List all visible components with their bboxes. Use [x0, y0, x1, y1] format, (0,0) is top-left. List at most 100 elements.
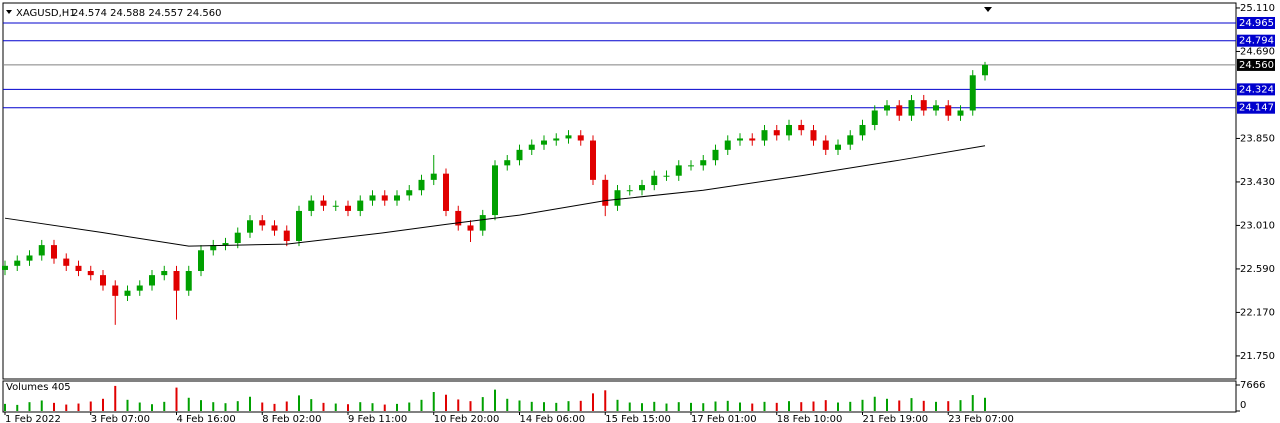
candle-body	[553, 138, 560, 141]
volume-bar	[102, 398, 104, 411]
volume-bar	[163, 401, 166, 411]
candle-body	[75, 265, 82, 271]
candle-body	[259, 220, 266, 226]
x-tick-label: 1 Feb 2022	[5, 414, 61, 423]
volume-bar	[690, 402, 692, 411]
symbol: XAGUSD,H1	[16, 8, 76, 19]
volume-bar	[739, 402, 741, 411]
volume-bar	[641, 403, 643, 411]
volume-bar	[212, 402, 215, 411]
candle-body	[626, 190, 633, 192]
candle-body	[161, 270, 168, 276]
candle-body	[504, 160, 511, 166]
volume-bar	[187, 397, 190, 411]
candle-body	[871, 110, 878, 125]
candle-body	[308, 200, 315, 211]
candle-body	[271, 225, 278, 231]
volume-bar	[579, 400, 582, 411]
quote: 24.574 24.588 24.557 24.560	[72, 8, 222, 19]
x-tick-label: 18 Feb 10:00	[777, 414, 843, 423]
volume-bar	[261, 402, 264, 411]
candle-body	[700, 160, 707, 166]
volume-bar	[861, 399, 864, 411]
volume-bar	[151, 404, 153, 411]
candle-body	[688, 165, 694, 167]
volume-bar	[65, 404, 68, 411]
volume-bar	[359, 402, 362, 411]
volume-bar	[28, 402, 31, 411]
candle-body	[651, 175, 658, 186]
candle-body	[14, 260, 21, 266]
volume-tick-label: 7666	[1240, 380, 1265, 391]
volume-bar	[420, 399, 423, 411]
level-label: 24.965	[1239, 18, 1274, 29]
candle-body	[737, 138, 743, 141]
candle-body	[185, 270, 192, 291]
candle-body	[100, 275, 106, 286]
y-tick-label: 25.110	[1240, 3, 1275, 14]
candle-body	[124, 290, 131, 296]
candle-body	[847, 135, 854, 145]
x-tick-label: 21 Feb 19:00	[863, 414, 929, 423]
volume-bar	[726, 400, 729, 411]
x-tick-label: 14 Feb 06:00	[520, 414, 586, 423]
volume-bar	[592, 393, 594, 411]
candle-body	[590, 140, 596, 180]
volume-bar	[763, 401, 766, 411]
candle-body	[2, 265, 8, 270]
volume-bar	[469, 401, 472, 411]
volume-bar	[89, 401, 92, 411]
x-tick-label: 23 Feb 07:00	[948, 414, 1014, 423]
volume-bar	[200, 400, 202, 411]
x-tick-label: 8 Feb 02:00	[262, 414, 321, 423]
volume-bar	[898, 400, 901, 411]
candle-body	[945, 105, 952, 116]
candle-body	[149, 275, 155, 286]
volume-bar	[751, 403, 754, 411]
collapse-icon[interactable]	[6, 10, 12, 14]
volume-bar	[16, 404, 19, 411]
volume-bar	[273, 403, 276, 411]
y-tick-label: 21.750	[1240, 351, 1275, 362]
volume-bar	[677, 402, 680, 411]
candle-body	[675, 165, 682, 176]
candle-body	[418, 179, 425, 191]
candle-body	[210, 245, 217, 251]
candle-body	[198, 250, 204, 271]
candle-body	[479, 215, 486, 231]
y-tick-label: 23.430	[1240, 177, 1275, 188]
candle-body	[773, 130, 780, 136]
volume-bar	[457, 399, 460, 411]
volume-bar	[310, 399, 313, 411]
candle-body	[969, 75, 976, 111]
candle-body	[786, 124, 792, 136]
volume-bar	[800, 402, 803, 411]
volume-bar	[481, 397, 484, 411]
x-tick-label: 17 Feb 01:00	[691, 414, 757, 423]
candle-body	[749, 138, 756, 141]
candle-body	[663, 175, 670, 177]
volume-title: Volumes 405	[6, 382, 71, 393]
candle-body	[614, 190, 621, 206]
volume-bar	[873, 396, 876, 411]
volume-bar	[984, 397, 986, 411]
volume-bar	[445, 394, 447, 411]
volume-bar	[616, 399, 619, 411]
volume-bar	[494, 389, 496, 411]
candle-body	[406, 190, 413, 196]
volume-bar	[322, 402, 325, 411]
candle-body	[541, 140, 547, 145]
volume-bar	[824, 400, 827, 411]
volume-bar	[543, 402, 545, 411]
candle-body	[810, 130, 817, 141]
candle-body	[492, 165, 498, 216]
candle-body	[957, 110, 964, 116]
candle-body	[234, 232, 241, 244]
candle-body	[51, 245, 57, 259]
candle-body	[345, 205, 351, 211]
candle-body	[222, 243, 229, 246]
candle-body	[394, 195, 400, 201]
candle-body	[896, 105, 903, 116]
volume-bar	[175, 387, 178, 411]
